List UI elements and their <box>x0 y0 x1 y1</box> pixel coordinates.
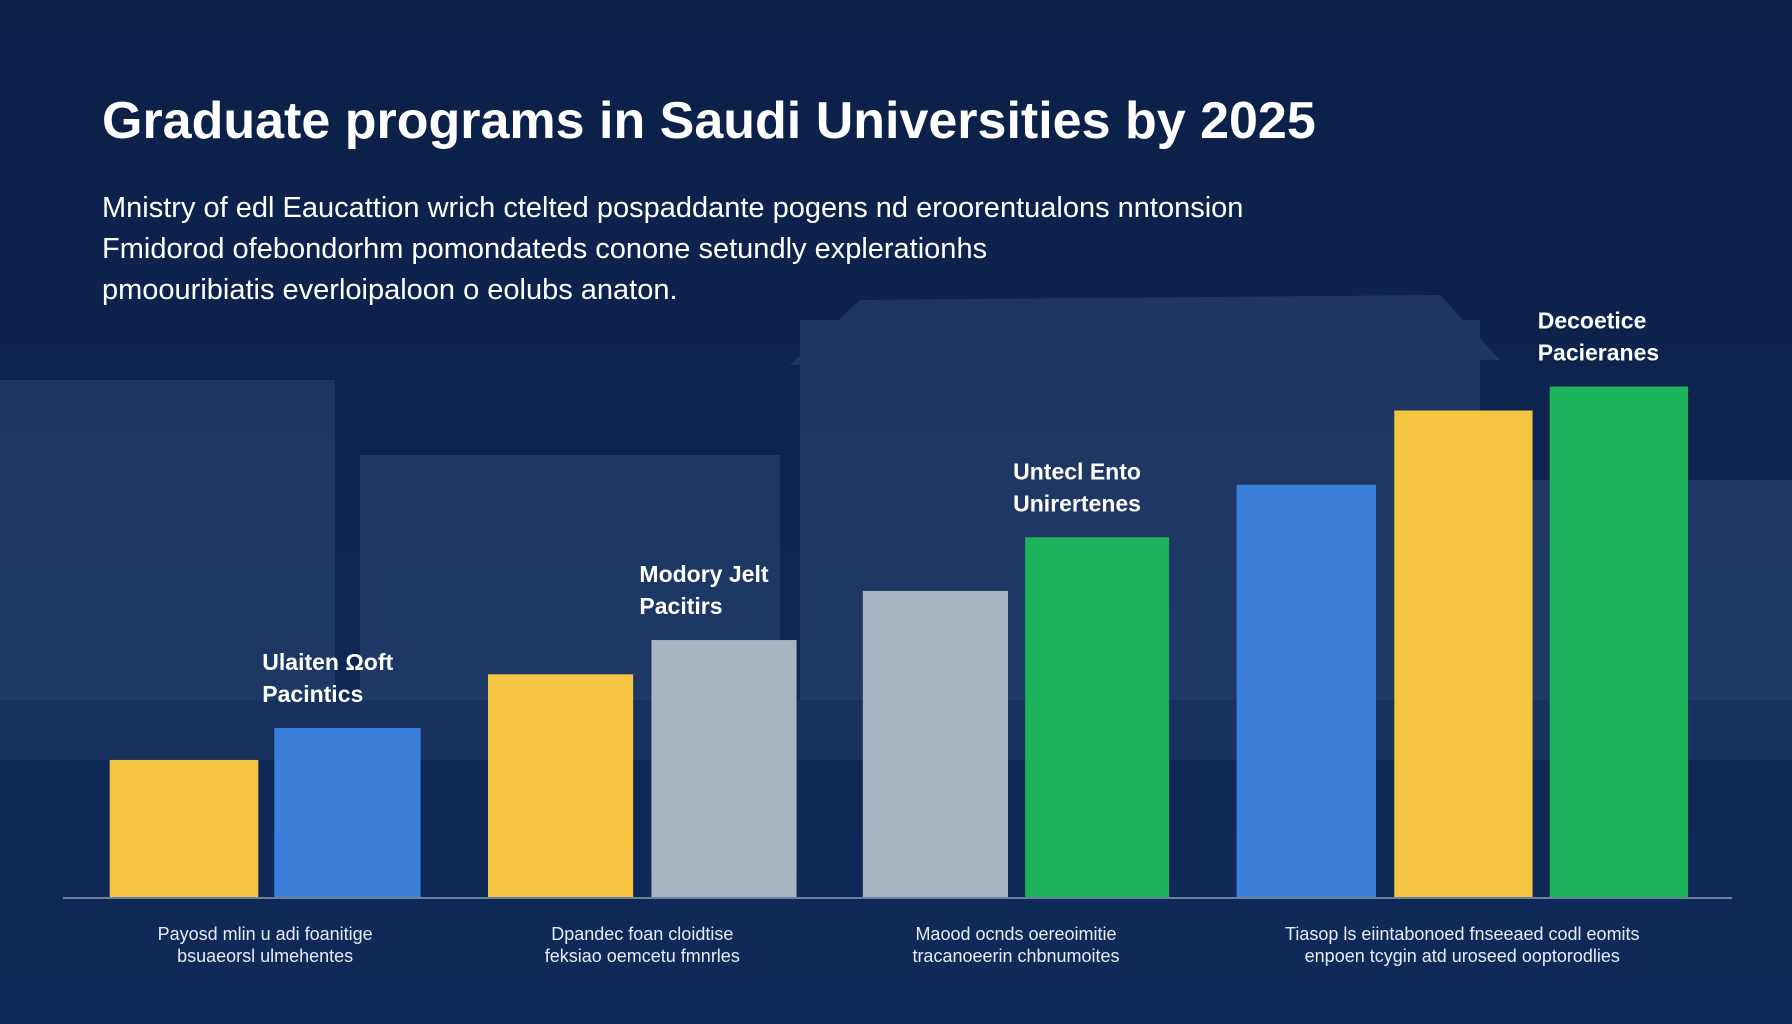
bar-annotation: Pacitirs <box>639 593 722 619</box>
bar <box>1025 537 1170 897</box>
bar-annotation: Modory Jelt <box>639 561 768 587</box>
bar <box>1549 386 1688 897</box>
group-label: enpoen tcygin atd uroseed ooptorodlies <box>1305 946 1620 966</box>
bar-annotation: Unirertenes <box>1013 490 1141 516</box>
subtitle-line: Mnistry of edl Eaucattion wrich ctelted … <box>102 192 1243 224</box>
group-label: Maood ocnds oereoimitie <box>915 924 1116 944</box>
bar <box>1236 484 1376 897</box>
bar <box>1394 410 1533 897</box>
bar <box>109 759 259 897</box>
bar <box>862 590 1008 897</box>
subtitle-line: pmoouribiatis everloipaloon o eolubs ana… <box>102 274 678 306</box>
group-label: tracanoeerin chbnumoites <box>912 946 1119 966</box>
bar-annotation: Untecl Ento <box>1013 458 1141 484</box>
bar <box>488 674 634 897</box>
group-label: Dpandec foan cloidtise <box>551 924 733 944</box>
bar-annotation: Pacieranes <box>1538 340 1659 366</box>
subtitle-line: Fmidorod ofebondorhm pomondateds conone … <box>102 233 987 265</box>
bar-annotation: Ulaiten Ωoft <box>262 649 393 675</box>
group-label: bsuaeorsl ulmehentes <box>177 946 353 966</box>
bar-annotation: Pacintics <box>262 681 363 707</box>
group-label: feksiao oemcetu fmnrles <box>545 946 740 966</box>
bar <box>651 640 797 897</box>
bar <box>274 727 421 897</box>
bar-annotation: Decoetice <box>1538 308 1647 334</box>
group-label: Tiasop ls eiintabonoed fnseeaed codl eom… <box>1285 924 1640 944</box>
group-label: Payosd mlin u adi foanitige <box>158 924 373 944</box>
title: Graduate programs in Saudi Universities … <box>102 92 1316 150</box>
